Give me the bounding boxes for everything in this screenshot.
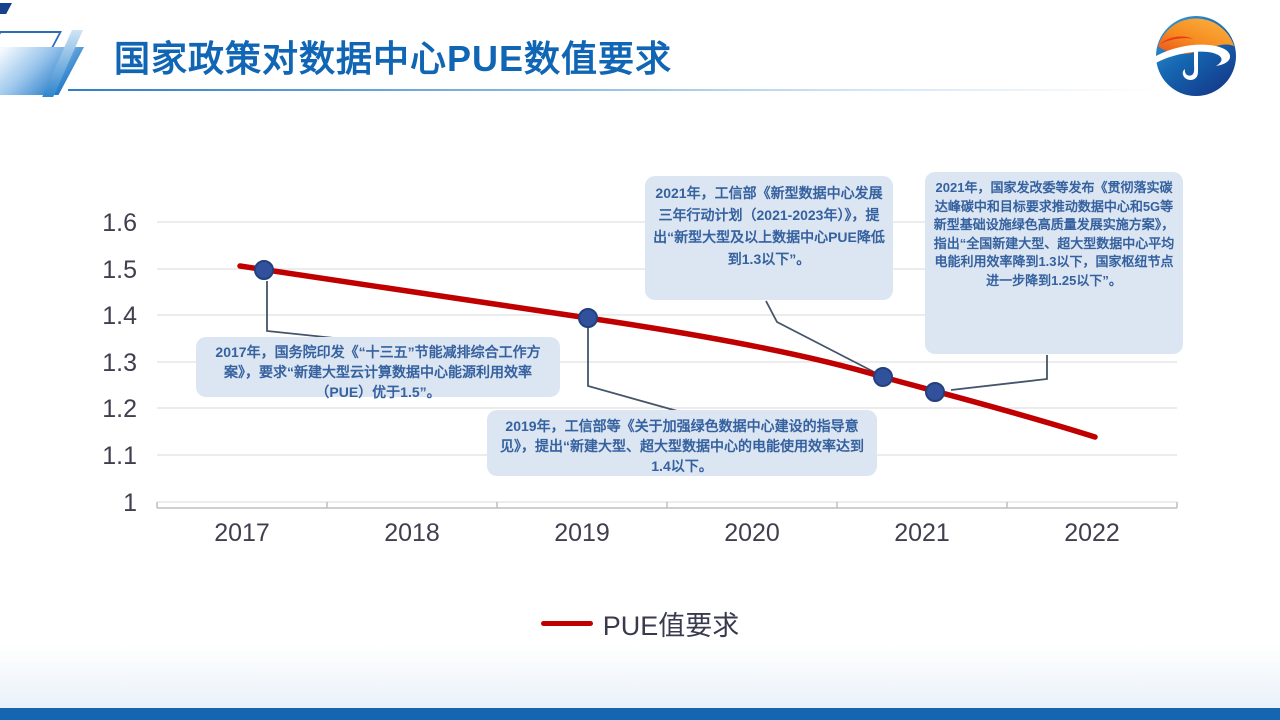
- y-tick-label: 1.2: [102, 395, 137, 423]
- y-tick-label: 1.1: [102, 442, 137, 470]
- y-axis-labels: 1.6 1.5 1.4 1.3 1.2 1.1 1: [102, 209, 137, 517]
- x-tick-label: 2021: [894, 519, 950, 547]
- data-point-2019: [578, 308, 598, 328]
- y-tick-label: 1: [123, 489, 137, 517]
- x-axis: [156, 502, 1178, 509]
- pue-line: [237, 263, 1098, 440]
- footer-bar: [0, 708, 1280, 720]
- company-logo-icon: [1156, 16, 1236, 96]
- data-point-2021-miit: [873, 367, 893, 387]
- chart-legend: PUE值要求: [0, 604, 1280, 643]
- company-logo: [1152, 14, 1240, 98]
- x-tick-label: 2020: [724, 519, 780, 547]
- y-tick-label: 1.6: [102, 209, 137, 237]
- page-title: 国家政策对数据中心PUE数值要求: [114, 38, 673, 79]
- data-points: [254, 260, 945, 402]
- x-tick-label: 2018: [384, 519, 440, 547]
- y-tick-label: 1.3: [102, 349, 137, 377]
- legend-line-swatch: [540, 621, 593, 626]
- annotation-2021-ndrc: 2021年，国家发改委等发布《贯彻落实碳达峰碳中和目标要求推动数据中心和5G等新…: [925, 172, 1183, 354]
- annotation-2017: 2017年，国务院印发《“十三五”节能减排综合工作方案》，要求“新建大型云计算数…: [196, 337, 560, 400]
- x-tick-label: 2017: [214, 519, 270, 547]
- header-underline: [68, 89, 1158, 91]
- data-point-2017: [254, 260, 274, 280]
- x-axis-labels: 2017 2018 2019 2020 2021 2022: [214, 519, 1120, 547]
- y-tick-label: 1.4: [102, 302, 137, 330]
- x-tick-label: 2019: [554, 519, 610, 547]
- legend-label: PUE值要求: [602, 611, 740, 641]
- footer-gradient: [0, 645, 1280, 708]
- data-point-2021-ndrc: [925, 382, 945, 402]
- annotation-2021-miit: 2021年，工信部《新型数据中心发展三年行动计划（2021-2023年）》，提出…: [645, 176, 893, 300]
- annotation-2019: 2019年，工信部等《关于加强绿色数据中心建设的指导意见》，提出“新建大型、超大…: [487, 410, 877, 476]
- y-tick-label: 1.5: [102, 256, 137, 284]
- x-tick-label: 2022: [1064, 519, 1120, 547]
